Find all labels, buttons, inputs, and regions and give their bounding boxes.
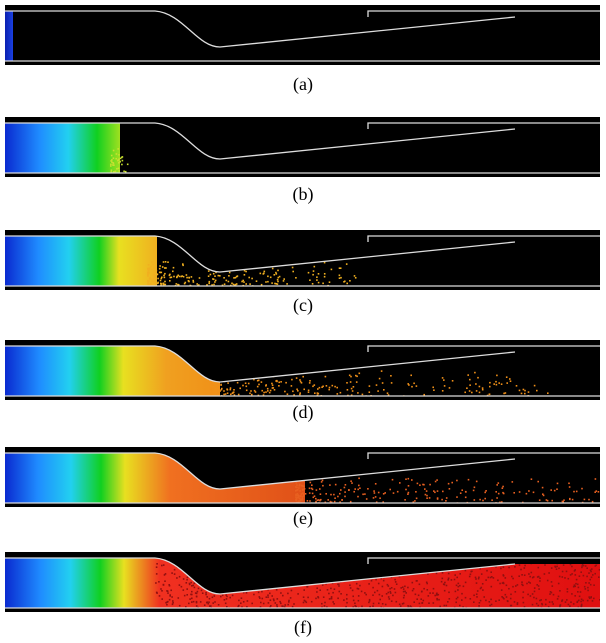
panel-label: (c) [293,295,313,316]
fluid [5,11,13,61]
channel-wall [367,10,600,17]
panel [5,5,600,65]
channel-wall [367,557,600,564]
channel-wall [367,235,600,242]
fluid-body [5,11,13,61]
panel [5,230,600,290]
channel-wall [5,235,516,273]
channel-wall [5,345,516,383]
fluid-body [5,236,157,286]
panel-label: (f) [294,617,312,638]
channel-wall [367,122,600,129]
fluid [5,236,357,286]
fluid [5,123,129,173]
panel-label: (e) [293,508,313,529]
channel-wall [5,10,516,48]
channel-wall [5,122,516,160]
fluid-body [5,123,120,173]
panel [5,117,600,177]
panel [5,447,600,507]
panel [5,340,600,400]
channel-wall [367,345,600,352]
panel-label: (b) [293,184,314,205]
panel-label: (a) [293,74,313,95]
channel-wall [367,452,600,459]
panel-label: (d) [293,402,314,423]
panel-background [5,5,600,65]
channel-wall [5,557,516,595]
channel-wall [5,452,516,490]
panel [5,552,600,612]
fluid [5,346,549,396]
